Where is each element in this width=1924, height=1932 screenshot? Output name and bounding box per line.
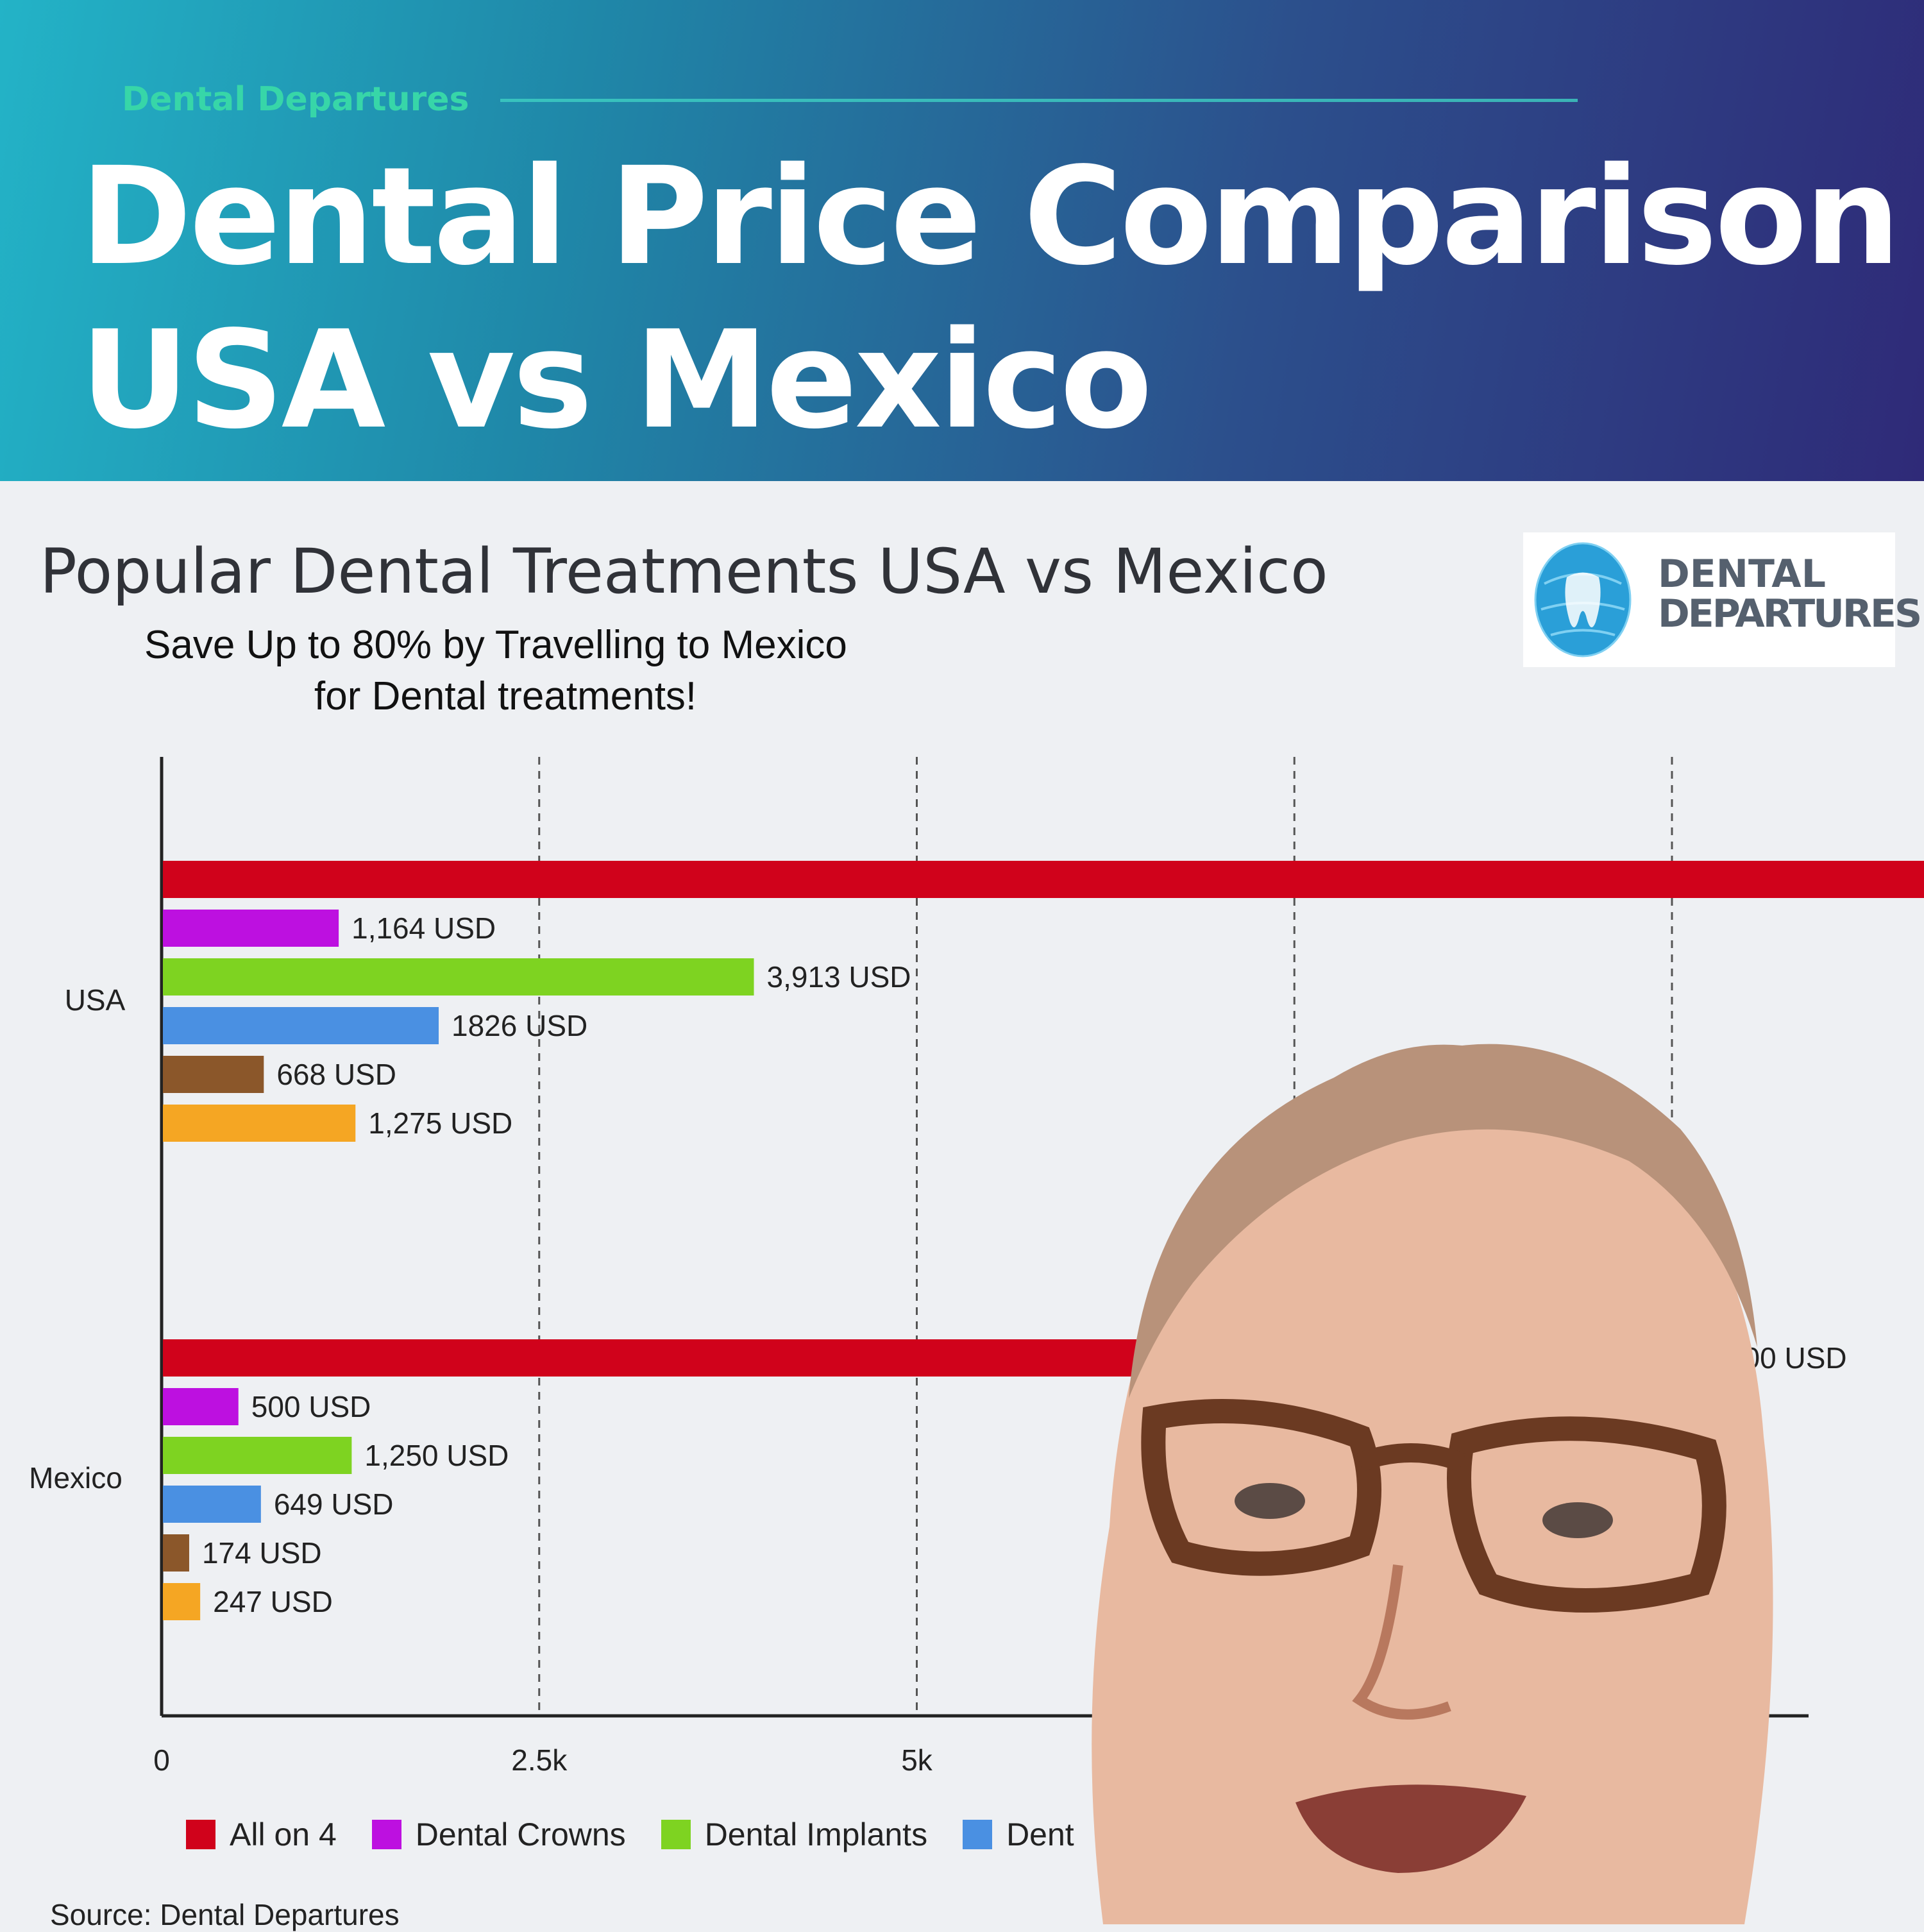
headline-line-1: Dental Price Comparison — [80, 138, 1900, 295]
bar — [163, 1534, 189, 1572]
legend-label: Dental Implants — [704, 1817, 928, 1852]
bar — [163, 910, 339, 947]
brand-divider — [500, 99, 1578, 102]
header-banner: Dental Departures Dental Price Compariso… — [0, 0, 1924, 481]
brand-name: Dental Departures — [122, 80, 469, 119]
data-label: 649 USD — [274, 1487, 394, 1521]
logo-text-line-1: DENTAL — [1658, 552, 1826, 597]
chart-legend: All on 4 Dental Crowns Dental Implants Dent — [186, 1815, 1110, 1854]
data-label: 1,250 USD — [364, 1439, 509, 1472]
bar — [163, 1007, 439, 1044]
chart-subtitle-line-2: for Dental treatments! — [314, 674, 697, 718]
data-label: 3,913 USD — [767, 960, 911, 994]
x-tick-label: 2.5k — [511, 1743, 568, 1777]
bar — [163, 1388, 239, 1425]
x-tick-label: 5k — [901, 1743, 933, 1777]
data-label: 247 USD — [213, 1585, 333, 1618]
x-tick-label: 0 — [153, 1743, 170, 1777]
bar — [163, 958, 754, 996]
data-label: 500 USD — [251, 1390, 371, 1423]
legend-swatch — [371, 1820, 401, 1849]
category-label: Mexico — [29, 1461, 122, 1495]
legend-item: Dental Crowns — [371, 1816, 626, 1853]
legend-item: Dental Implants — [661, 1816, 927, 1853]
category-label: USA — [65, 983, 126, 1017]
data-label: 1,275 USD — [368, 1106, 512, 1140]
data-label: 1,164 USD — [351, 911, 496, 945]
data-label: 174 USD — [202, 1536, 322, 1570]
bar — [163, 861, 1924, 898]
source-note: Source: Dental Departures — [50, 1898, 400, 1931]
data-label: 668 USD — [276, 1058, 396, 1091]
tooth-globe-icon — [1534, 542, 1632, 657]
logo-text-line-2: DEPARTURES™ — [1658, 591, 1924, 636]
data-label: 1826 USD — [451, 1009, 587, 1042]
legend-label: Dental Crowns — [415, 1817, 626, 1852]
legend-swatch — [186, 1820, 215, 1849]
headline-line-2: USA vs Mexico — [80, 301, 1152, 459]
bar — [163, 1056, 264, 1093]
legend-swatch — [661, 1820, 691, 1849]
chart-subtitle-line-1: Save Up to 80% by Travelling to Mexico — [144, 623, 847, 667]
bar — [163, 1486, 261, 1523]
legend-item: Dent — [963, 1816, 1074, 1853]
legend-label: Dent — [1006, 1817, 1074, 1852]
dental-departures-logo: DENTAL DEPARTURES™ — [1523, 532, 1924, 667]
legend-swatch — [963, 1820, 993, 1849]
chart-title: Popular Dental Treatments USA vs Mexico — [40, 536, 1328, 607]
bar — [163, 1583, 201, 1620]
presenter-video-overlay — [1092, 1044, 1773, 1924]
bar — [163, 1105, 356, 1142]
bar — [163, 1437, 352, 1474]
legend-item: All on 4 — [186, 1816, 337, 1853]
legend-label: All on 4 — [230, 1817, 337, 1852]
